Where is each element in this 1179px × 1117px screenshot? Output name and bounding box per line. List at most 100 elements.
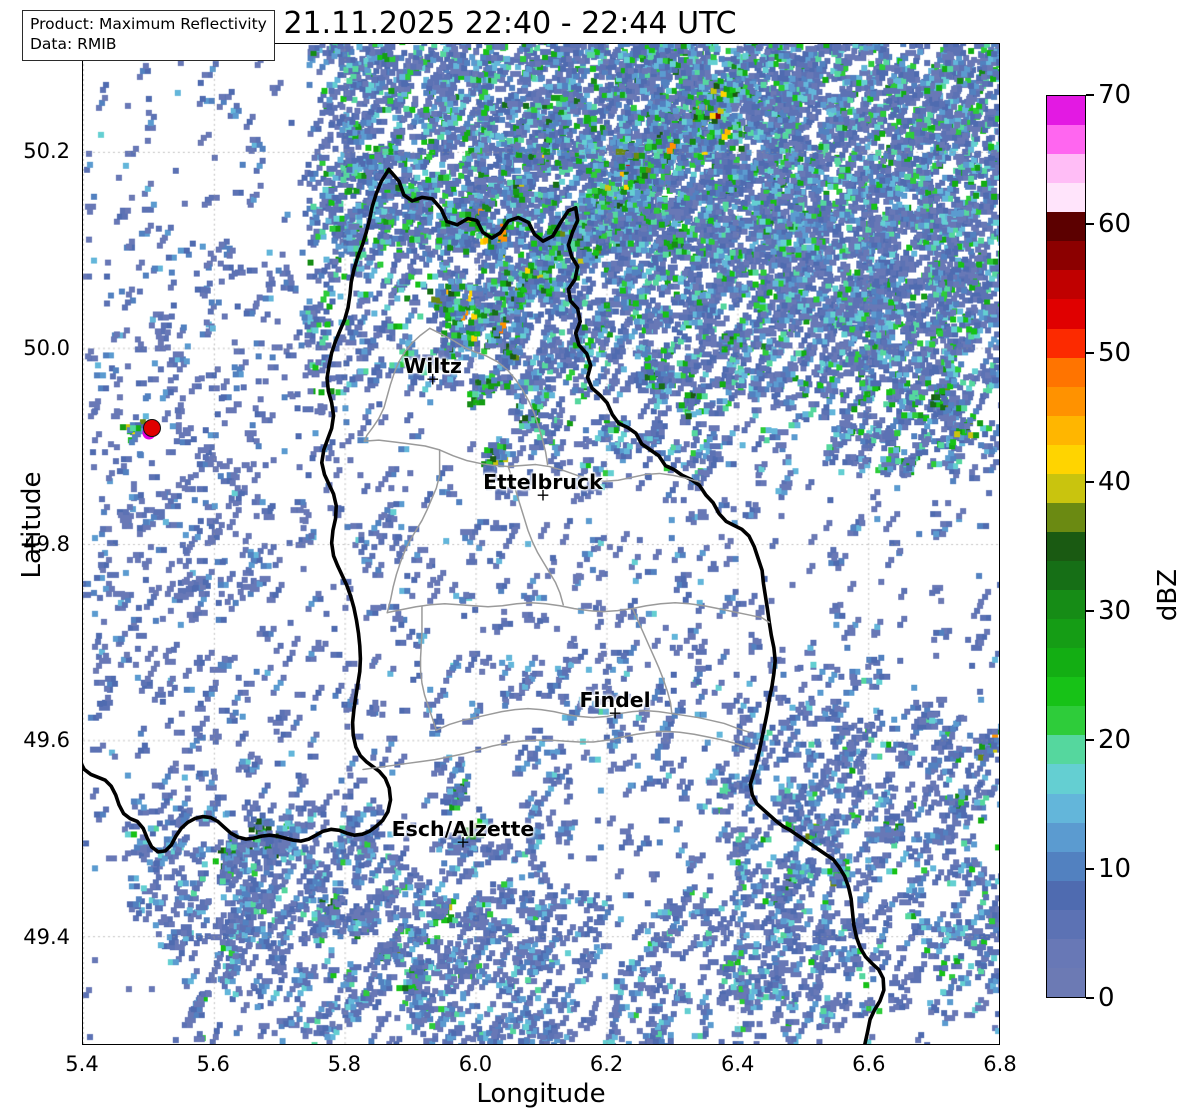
city-marker-findel: + <box>607 703 623 724</box>
colorbar-tick-mark <box>1086 997 1094 999</box>
x-tick-mark <box>869 1044 870 1045</box>
colorbar-band <box>1047 764 1085 794</box>
y-tick-label: 49.6 <box>23 728 70 753</box>
city-label-esch-alzette: Esch/Alzette <box>391 816 535 841</box>
colorbar-tick-label: 10 <box>1098 854 1132 884</box>
colorbar-band <box>1047 648 1085 678</box>
canton-boundary <box>386 602 771 624</box>
luxembourg-national-border <box>387 167 886 1044</box>
colorbar-band <box>1047 299 1085 329</box>
canton-boundary <box>362 730 750 771</box>
city-label-ettelbruck: Ettelbruck <box>483 469 603 494</box>
colorbar-tick-mark <box>1086 739 1094 741</box>
colorbar-tick-label: 0 <box>1098 983 1115 1013</box>
colorbar-band <box>1047 677 1085 707</box>
x-tick-mark <box>345 1044 346 1045</box>
x-tick-label: 5.6 <box>196 1052 230 1076</box>
colorbar-band <box>1047 183 1085 213</box>
colorbar-band <box>1047 735 1085 765</box>
colorbar-band <box>1047 270 1085 300</box>
y-tick-label: 50.0 <box>23 335 70 360</box>
y-tick-label: 50.2 <box>23 139 70 164</box>
y-tick-mark <box>82 348 83 349</box>
y-tick-mark <box>82 544 83 545</box>
x-tick-mark <box>476 1044 477 1045</box>
page-title: 21.11.2025 22:40 - 22:44 UTC <box>283 6 737 41</box>
y-axis-title: Latitude <box>17 471 47 579</box>
city-marker-esch-alzette: + <box>455 832 471 853</box>
y-tick-mark <box>82 151 83 152</box>
city-marker-wiltz: + <box>425 369 440 390</box>
radar-site-icon <box>142 419 161 438</box>
x-tick-label: 6.0 <box>458 1052 493 1076</box>
x-tick-label: 6.4 <box>721 1052 755 1076</box>
colorbar-tick-mark <box>1086 94 1094 96</box>
canton-boundary <box>428 327 549 466</box>
colorbar-band <box>1047 357 1085 387</box>
colorbar-band <box>1047 502 1085 532</box>
y-tick-label: 49.4 <box>23 924 70 949</box>
colorbar-band <box>1047 386 1085 416</box>
colorbar-band <box>1047 822 1085 852</box>
colorbar-band <box>1047 473 1085 503</box>
colorbar-band <box>1047 96 1085 126</box>
colorbar-title: dBZ <box>1153 568 1179 622</box>
colorbar-band <box>1047 444 1085 474</box>
colorbar-band <box>1047 241 1085 271</box>
canton-boundary <box>386 449 441 614</box>
x-tick-label: 6.6 <box>852 1052 886 1076</box>
x-tick-mark <box>607 1044 608 1045</box>
canton-boundary <box>363 327 431 442</box>
colorbar-band <box>1047 851 1085 881</box>
canton-boundary <box>419 606 438 731</box>
colorbar-band <box>1047 125 1085 155</box>
data-source-label: Data: RMIB <box>30 34 117 53</box>
city-label-wiltz: Wiltz <box>403 353 462 378</box>
x-axis-title: Longitude <box>476 1079 606 1109</box>
colorbar-tick-label: 40 <box>1098 467 1132 497</box>
radar-plot-area[interactable] <box>82 43 1000 1045</box>
x-tick-label: 5.4 <box>65 1052 99 1076</box>
canton-boundary <box>631 607 673 715</box>
colorbar-tick-label: 60 <box>1098 209 1132 239</box>
colorbar-tick-mark <box>1086 610 1094 612</box>
colorbar-band <box>1047 706 1085 736</box>
y-tick-label: 49.8 <box>23 532 70 556</box>
city-label-findel: Findel <box>579 687 651 712</box>
colorbar-tick-label: 30 <box>1098 596 1132 626</box>
colorbar-tick-label: 50 <box>1098 338 1132 368</box>
city-marker-ettelbruck: + <box>535 485 551 506</box>
colorbar-band <box>1047 619 1085 649</box>
colorbar-band <box>1047 561 1085 591</box>
product-label: Product: Maximum Reflectivity <box>30 15 267 33</box>
colorbar-band <box>1047 938 1085 968</box>
colorbar-band <box>1047 328 1085 358</box>
colorbar-band <box>1047 793 1085 823</box>
colorbar <box>1046 95 1086 998</box>
colorbar-tick-mark <box>1086 481 1094 483</box>
colorbar-band <box>1047 967 1085 997</box>
colorbar-tick-label: 20 <box>1098 725 1132 755</box>
canton-boundary <box>363 439 702 483</box>
colorbar-tick-label: 70 <box>1098 80 1132 110</box>
colorbar-band <box>1047 415 1085 445</box>
x-tick-mark <box>82 1044 83 1045</box>
colorbar-band <box>1047 909 1085 939</box>
colorbar-tick-mark <box>1086 868 1094 870</box>
colorbar-band <box>1047 154 1085 184</box>
colorbar-band <box>1047 212 1085 242</box>
product-info-box: Product: Maximum Reflectivity Data: RMIB <box>22 10 275 61</box>
x-tick-mark <box>213 1044 214 1045</box>
x-tick-label: 6.8 <box>983 1052 1017 1076</box>
x-tick-label: 5.8 <box>327 1052 361 1076</box>
colorbar-tick-mark <box>1086 352 1094 354</box>
colorbar-band <box>1047 531 1085 561</box>
colorbar-tick-mark <box>1086 223 1094 225</box>
x-tick-label: 6.2 <box>589 1052 624 1076</box>
y-tick-mark <box>82 741 83 742</box>
luxembourg-western-border <box>83 167 393 854</box>
map-borders-layer <box>83 167 886 1044</box>
x-tick-mark <box>738 1044 739 1045</box>
colorbar-band <box>1047 880 1085 910</box>
colorbar-band <box>1047 590 1085 620</box>
